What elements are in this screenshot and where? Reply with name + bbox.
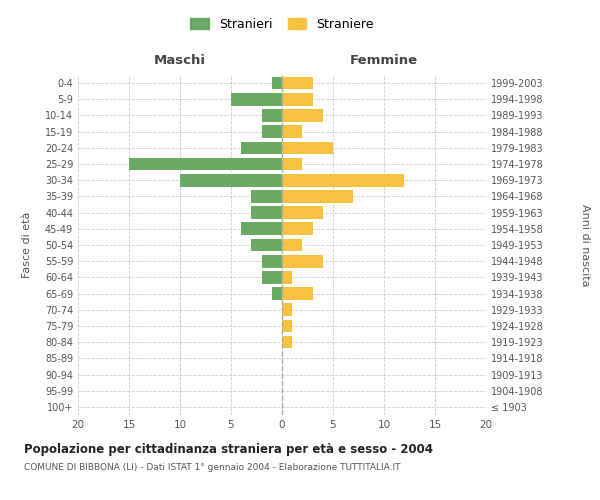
Bar bbox=[231, 93, 282, 106]
Bar bbox=[282, 222, 313, 235]
Bar bbox=[282, 126, 302, 138]
Bar bbox=[282, 304, 292, 316]
Text: Popolazione per cittadinanza straniera per età e sesso - 2004: Popolazione per cittadinanza straniera p… bbox=[24, 442, 433, 456]
Bar bbox=[262, 255, 282, 268]
Text: Anni di nascita: Anni di nascita bbox=[580, 204, 590, 286]
Bar bbox=[282, 190, 353, 202]
Text: COMUNE DI BIBBONA (LI) - Dati ISTAT 1° gennaio 2004 - Elaborazione TUTTITALIA.IT: COMUNE DI BIBBONA (LI) - Dati ISTAT 1° g… bbox=[24, 462, 401, 471]
Bar bbox=[251, 238, 282, 252]
Bar bbox=[251, 190, 282, 202]
Bar bbox=[241, 222, 282, 235]
Bar bbox=[180, 174, 282, 186]
Bar bbox=[282, 93, 313, 106]
Bar bbox=[282, 158, 302, 170]
Bar bbox=[282, 336, 292, 348]
Bar bbox=[282, 320, 292, 332]
Bar bbox=[282, 77, 313, 90]
Bar bbox=[282, 238, 302, 252]
Bar bbox=[272, 77, 282, 90]
Bar bbox=[282, 142, 333, 154]
Bar bbox=[282, 174, 404, 186]
Bar bbox=[282, 255, 323, 268]
Bar bbox=[282, 271, 292, 283]
Bar bbox=[282, 288, 313, 300]
Text: Femmine: Femmine bbox=[350, 54, 418, 68]
Bar bbox=[272, 288, 282, 300]
Bar bbox=[262, 126, 282, 138]
Text: Maschi: Maschi bbox=[154, 54, 206, 68]
Text: Fasce di età: Fasce di età bbox=[22, 212, 32, 278]
Bar bbox=[282, 206, 323, 219]
Legend: Stranieri, Straniere: Stranieri, Straniere bbox=[187, 14, 377, 34]
Bar bbox=[251, 206, 282, 219]
Bar bbox=[262, 109, 282, 122]
Bar bbox=[282, 109, 323, 122]
Bar bbox=[262, 271, 282, 283]
Bar bbox=[129, 158, 282, 170]
Bar bbox=[241, 142, 282, 154]
